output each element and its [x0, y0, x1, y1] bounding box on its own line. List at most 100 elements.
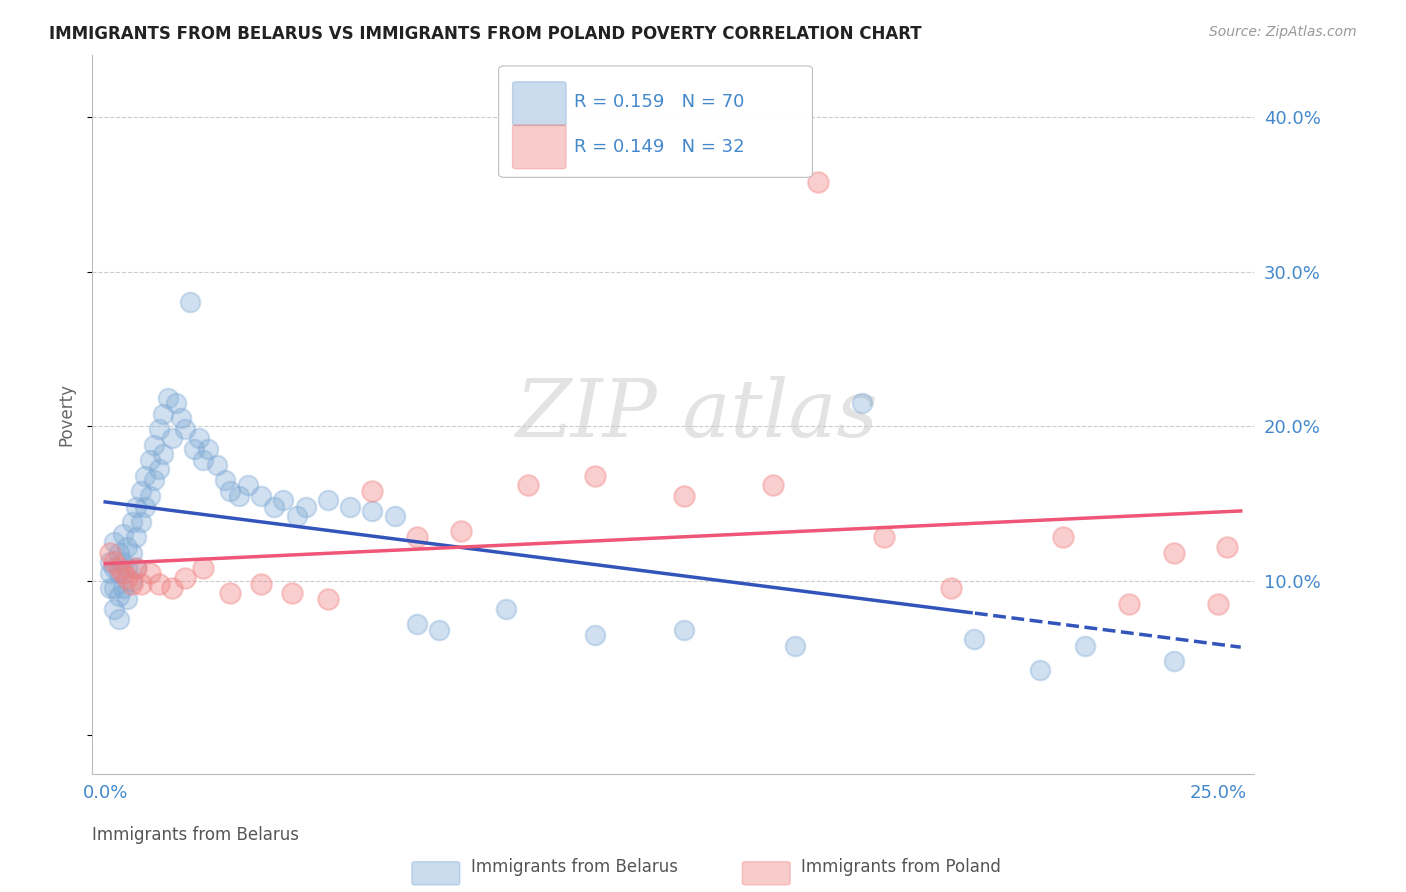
Point	[197, 442, 219, 457]
Point	[1029, 664, 1052, 678]
Point	[316, 493, 339, 508]
Point	[138, 453, 160, 467]
Point	[156, 392, 179, 406]
Point	[121, 576, 143, 591]
Point	[406, 531, 429, 545]
Point	[450, 524, 472, 539]
Point	[1052, 531, 1074, 545]
Point	[148, 576, 170, 591]
Point	[143, 473, 166, 487]
Point	[111, 566, 134, 580]
Point	[107, 589, 129, 603]
Point	[160, 432, 183, 446]
Point	[673, 623, 696, 637]
Point	[138, 566, 160, 580]
Point	[138, 489, 160, 503]
Point	[1208, 597, 1230, 611]
Point	[281, 586, 304, 600]
Point	[98, 546, 121, 560]
Point	[785, 639, 807, 653]
Point	[807, 175, 830, 189]
Point	[762, 478, 785, 492]
Point	[125, 561, 148, 575]
Point	[427, 623, 450, 637]
Text: ZIP atlas: ZIP atlas	[515, 376, 877, 453]
Point	[160, 582, 183, 596]
Point	[941, 582, 963, 596]
Point	[219, 484, 242, 499]
Point	[174, 571, 197, 585]
Point	[205, 458, 228, 472]
Point	[406, 617, 429, 632]
Point	[121, 546, 143, 560]
Point	[103, 582, 125, 596]
Point	[250, 489, 273, 503]
Point	[98, 555, 121, 569]
Point	[117, 561, 139, 575]
Point	[183, 442, 205, 457]
Point	[1163, 546, 1185, 560]
Text: IMMIGRANTS FROM BELARUS VS IMMIGRANTS FROM POLAND POVERTY CORRELATION CHART: IMMIGRANTS FROM BELARUS VS IMMIGRANTS FR…	[49, 25, 922, 43]
Point	[98, 582, 121, 596]
Point	[117, 571, 139, 585]
Point	[1074, 639, 1097, 653]
Point	[152, 447, 174, 461]
Point	[517, 478, 540, 492]
Point	[170, 411, 193, 425]
Point	[152, 407, 174, 421]
Point	[107, 612, 129, 626]
Point	[111, 555, 134, 569]
Point	[103, 555, 125, 569]
Point	[117, 592, 139, 607]
Point	[273, 493, 295, 508]
Point	[673, 489, 696, 503]
Point	[148, 462, 170, 476]
Point	[193, 453, 215, 467]
Point	[384, 508, 406, 523]
Point	[143, 438, 166, 452]
Point	[125, 531, 148, 545]
Text: Immigrants from Belarus: Immigrants from Belarus	[91, 826, 299, 844]
FancyBboxPatch shape	[499, 66, 813, 178]
FancyBboxPatch shape	[513, 82, 567, 126]
Point	[174, 422, 197, 436]
Point	[129, 576, 152, 591]
Point	[134, 468, 156, 483]
Point	[107, 546, 129, 560]
Point	[583, 468, 606, 483]
Point	[134, 500, 156, 514]
Point	[294, 500, 316, 514]
Point	[129, 515, 152, 529]
Point	[1163, 654, 1185, 668]
Point	[962, 632, 984, 647]
Text: R = 0.159   N = 70: R = 0.159 N = 70	[574, 93, 745, 111]
Point	[1118, 597, 1140, 611]
Point	[166, 396, 188, 410]
Point	[103, 601, 125, 615]
Point	[316, 592, 339, 607]
Text: Immigrants from Poland: Immigrants from Poland	[801, 858, 1001, 876]
Point	[111, 527, 134, 541]
Point	[219, 586, 242, 600]
Point	[103, 561, 125, 575]
Point	[107, 566, 129, 580]
Point	[228, 489, 250, 503]
Point	[107, 561, 129, 575]
Text: Source: ZipAtlas.com: Source: ZipAtlas.com	[1209, 25, 1357, 39]
Point	[250, 576, 273, 591]
Point	[873, 531, 896, 545]
Point	[361, 484, 384, 499]
Point	[103, 535, 125, 549]
Point	[214, 473, 236, 487]
FancyBboxPatch shape	[513, 125, 567, 169]
Point	[111, 582, 134, 596]
Point	[193, 561, 215, 575]
Point	[263, 500, 285, 514]
Point	[339, 500, 361, 514]
Point	[121, 515, 143, 529]
Point	[129, 484, 152, 499]
Point	[125, 500, 148, 514]
Point	[148, 422, 170, 436]
Point	[121, 574, 143, 588]
Point	[125, 561, 148, 575]
